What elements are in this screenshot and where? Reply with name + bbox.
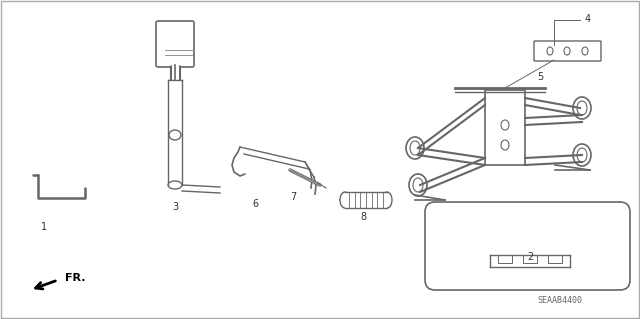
Text: 5: 5	[537, 72, 543, 82]
FancyBboxPatch shape	[534, 41, 601, 61]
Ellipse shape	[573, 144, 591, 166]
Text: 8: 8	[360, 212, 366, 222]
Ellipse shape	[382, 192, 392, 208]
Bar	[498, 255, 512, 263]
FancyBboxPatch shape	[156, 21, 194, 67]
Ellipse shape	[410, 141, 420, 155]
Text: 3: 3	[172, 202, 178, 212]
Ellipse shape	[169, 130, 181, 140]
Text: 1: 1	[41, 222, 47, 232]
Text: 6: 6	[252, 199, 258, 209]
Text: FR.: FR.	[65, 273, 86, 283]
Ellipse shape	[409, 174, 427, 196]
Bar	[548, 255, 562, 263]
Ellipse shape	[168, 181, 182, 189]
Ellipse shape	[573, 97, 591, 119]
Text: SEAAB4400: SEAAB4400	[538, 296, 582, 305]
Bar	[523, 255, 537, 263]
Text: 2: 2	[527, 252, 533, 262]
Ellipse shape	[582, 47, 588, 55]
Ellipse shape	[413, 178, 423, 192]
Ellipse shape	[547, 47, 553, 55]
Ellipse shape	[577, 148, 587, 162]
Ellipse shape	[501, 120, 509, 130]
Bar	[485, 90, 525, 165]
Bar	[345, 192, 387, 208]
FancyBboxPatch shape	[425, 202, 630, 290]
Ellipse shape	[340, 192, 350, 208]
Ellipse shape	[501, 140, 509, 150]
Ellipse shape	[577, 101, 587, 115]
Text: 4: 4	[585, 14, 591, 24]
Ellipse shape	[564, 47, 570, 55]
Text: 7: 7	[290, 192, 296, 202]
Ellipse shape	[406, 137, 424, 159]
